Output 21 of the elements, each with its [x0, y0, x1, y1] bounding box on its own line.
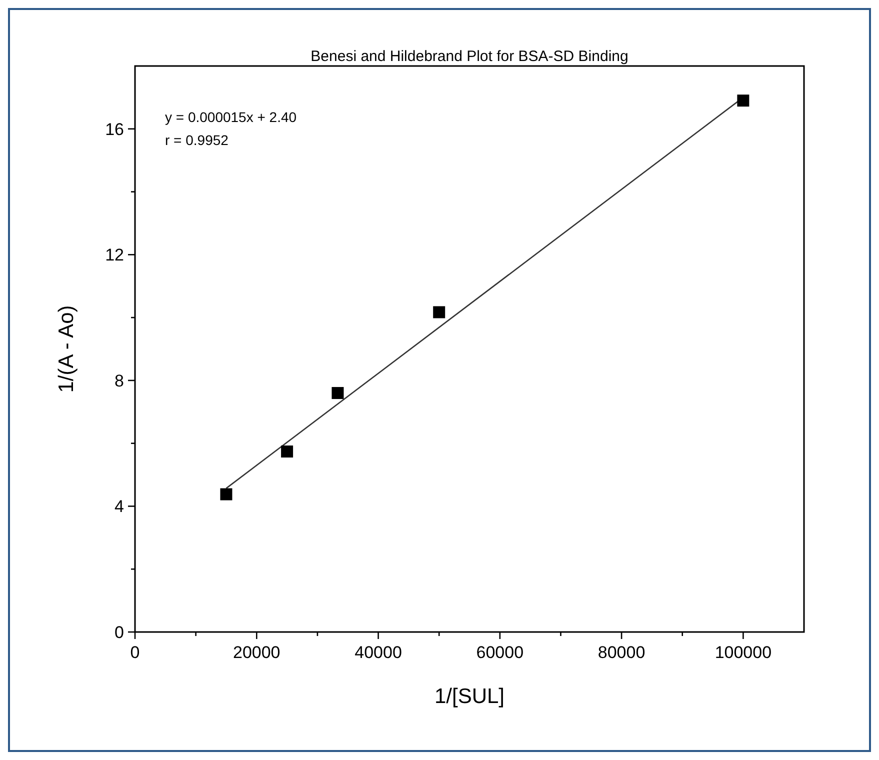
y-axis-title: 1/(A - Ao) — [55, 305, 78, 393]
y-tick-label: 8 — [114, 371, 124, 390]
y-tick-label: 0 — [114, 623, 124, 642]
point — [332, 387, 344, 400]
x-axis-title: 1/[SUL] — [434, 685, 505, 708]
annotation: r = 0.9952 — [165, 132, 229, 148]
point — [737, 94, 750, 107]
annotation: y = 0.000015x + 2.40 — [165, 109, 297, 125]
x-tick-label: 40000 — [354, 643, 402, 662]
chart-title: Benesi and Hildebrand Plot for BSA-SD Binding — [310, 48, 628, 65]
y-tick-label: 12 — [105, 246, 124, 265]
x-tick-label: 0 — [130, 643, 140, 662]
y-tick-label: 4 — [114, 497, 124, 516]
point — [281, 446, 294, 458]
point — [433, 306, 446, 318]
x-tick-label: 60000 — [476, 643, 524, 662]
x-tick-label: 100000 — [714, 643, 772, 662]
point — [220, 488, 232, 500]
x-tick-label: 80000 — [598, 643, 646, 662]
y-tick-label: 16 — [105, 120, 124, 139]
x-tick-label: 20000 — [232, 643, 280, 662]
